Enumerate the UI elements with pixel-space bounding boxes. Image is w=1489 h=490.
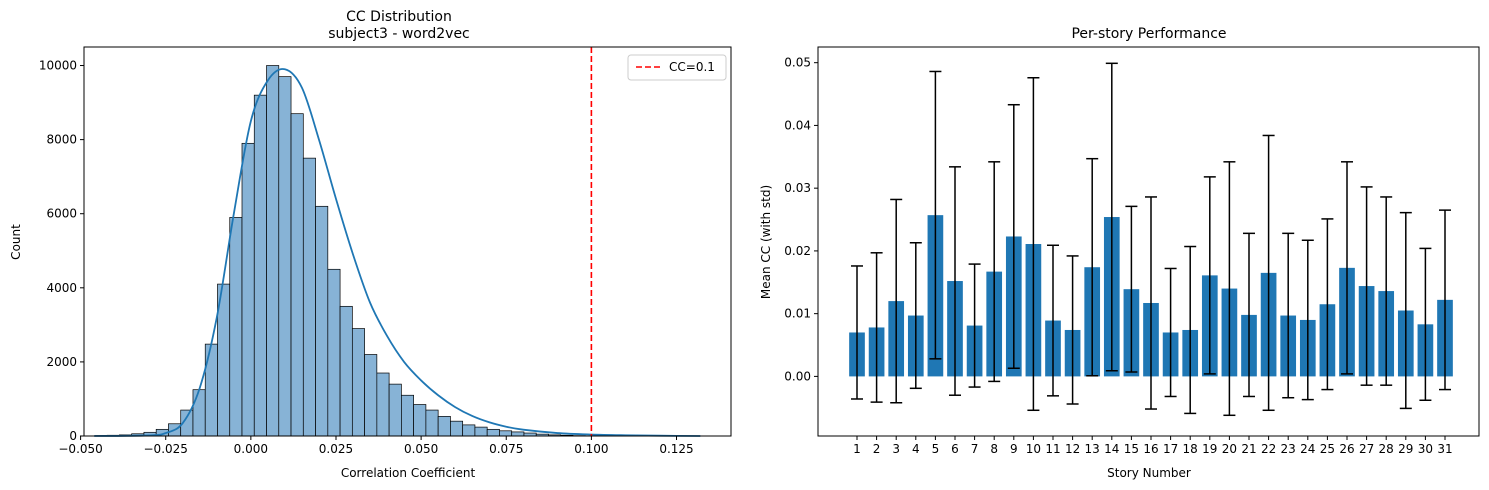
y-tick-label: 6000 xyxy=(46,207,77,221)
x-tick-label: 17 xyxy=(1163,442,1178,456)
histogram-bin xyxy=(302,157,316,437)
histogram-bin xyxy=(327,268,341,437)
y-tick-label: 0.01 xyxy=(784,307,811,321)
histogram-bin xyxy=(474,426,488,437)
x-tick-label: 5 xyxy=(932,442,940,456)
x-tick-label: 31 xyxy=(1437,442,1452,456)
histogram-bin xyxy=(511,431,525,437)
histogram-bin xyxy=(413,404,427,437)
x-tick-label: 11 xyxy=(1045,442,1060,456)
x-tick-label: 24 xyxy=(1300,442,1315,456)
bar-chart-x-label: Story Number xyxy=(1107,466,1191,480)
histogram-bin xyxy=(425,409,439,437)
x-tick-label: 21 xyxy=(1241,442,1256,456)
histogram-bin xyxy=(229,217,243,437)
per-story-panel: Per-story Performance 1 2 3 4 5 6 7 8 9 10 11 12 13 1… xyxy=(759,26,1480,480)
histogram-subtitle: subject3 - word2vec xyxy=(328,26,470,42)
histogram-bars xyxy=(94,65,696,437)
histogram-bin xyxy=(351,328,365,437)
y-tick-label: 0.05 xyxy=(784,56,811,70)
histogram-bin xyxy=(278,76,292,437)
bar-chart-axes-frame xyxy=(817,46,1480,437)
x-tick-label: 25 xyxy=(1320,442,1335,456)
bar-chart-x-ticks: 1 2 3 4 5 6 7 8 9 10 11 12 13 14 15 16 17 18 19 20 21 22 23 24 2… xyxy=(853,436,1453,456)
x-tick-label: 0.050 xyxy=(404,442,438,456)
histogram-bin xyxy=(499,430,513,437)
bar-chart-title: Per-story Performance xyxy=(1071,26,1226,42)
x-tick-label: 20 xyxy=(1222,442,1237,456)
bar-chart-y-label: Mean CC (with std) xyxy=(759,185,773,299)
histogram-bin xyxy=(364,354,378,437)
histogram-x-label: Correlation Coefficient xyxy=(341,466,476,480)
x-tick-label: 19 xyxy=(1202,442,1217,456)
x-tick-label: 22 xyxy=(1261,442,1276,456)
x-tick-label: 28 xyxy=(1379,442,1394,456)
y-tick-label: 0 xyxy=(69,429,77,443)
x-tick-label: 30 xyxy=(1418,442,1433,456)
histogram-bin xyxy=(204,343,218,437)
histogram-bin xyxy=(486,428,500,437)
histogram-title: CC Distribution xyxy=(346,9,452,25)
histogram-bin xyxy=(401,394,414,437)
x-tick-label: 15 xyxy=(1124,442,1139,456)
histogram-bin xyxy=(376,372,390,437)
x-tick-label: 0.025 xyxy=(319,442,353,456)
x-tick-label: 7 xyxy=(971,442,979,456)
histogram-bin xyxy=(290,113,304,437)
story-error-bars xyxy=(851,62,1451,417)
x-tick-label: 18 xyxy=(1183,442,1198,456)
histogram-bin xyxy=(462,424,476,437)
x-tick-label: −0.025 xyxy=(144,442,188,456)
y-tick-label: 2000 xyxy=(46,355,77,369)
y-tick-label: 10000 xyxy=(39,59,77,73)
histogram-x-ticks: −0.050 −0.025 0.000 0.025 0.050 0.075 0.100 0.1… xyxy=(58,436,694,456)
x-tick-label: 13 xyxy=(1085,442,1100,456)
x-tick-label: 2 xyxy=(873,442,881,456)
histogram-bin xyxy=(266,65,280,437)
histogram-bin xyxy=(437,416,451,437)
histogram-bin xyxy=(192,389,206,437)
x-tick-label: 0.100 xyxy=(574,442,608,456)
y-tick-label: 4000 xyxy=(46,281,77,295)
histogram-bin xyxy=(241,142,255,437)
x-tick-label: 0.075 xyxy=(489,442,523,456)
y-tick-label: 0.04 xyxy=(784,118,811,132)
x-tick-label: 6 xyxy=(951,442,959,456)
histogram-bin xyxy=(388,383,402,437)
x-tick-label: −0.050 xyxy=(58,442,102,456)
histogram-y-label: Count xyxy=(9,224,23,260)
histogram-axes-frame xyxy=(83,46,732,437)
x-tick-label: 9 xyxy=(1010,442,1018,456)
histogram-bin xyxy=(315,205,329,437)
x-tick-label: 14 xyxy=(1104,442,1119,456)
x-tick-label: 27 xyxy=(1359,442,1374,456)
histogram-y-ticks: 0 2000 4000 6000 8000 10000 xyxy=(39,59,84,443)
x-tick-label: 0.000 xyxy=(234,442,268,456)
x-tick-label: 23 xyxy=(1281,442,1296,456)
histogram-bin xyxy=(339,305,353,437)
x-tick-label: 16 xyxy=(1143,442,1158,456)
y-tick-label: 0.00 xyxy=(784,369,811,383)
y-tick-label: 8000 xyxy=(46,133,77,147)
kde-curve xyxy=(94,68,701,437)
x-tick-label: 1 xyxy=(853,442,861,456)
x-tick-label: 3 xyxy=(892,442,900,456)
histogram-legend: CC=0.1 xyxy=(627,54,727,81)
x-tick-label: 26 xyxy=(1339,442,1354,456)
y-tick-label: 0.03 xyxy=(784,181,811,195)
legend-label: CC=0.1 xyxy=(669,60,715,74)
histogram-bin xyxy=(450,420,464,437)
y-tick-label: 0.02 xyxy=(784,244,811,258)
x-tick-label: 10 xyxy=(1026,442,1041,456)
x-tick-label: 4 xyxy=(912,442,920,456)
x-tick-label: 12 xyxy=(1065,442,1080,456)
histogram-panel: CC Distribution subject3 - word2vec −0.0… xyxy=(9,9,732,480)
x-tick-label: 8 xyxy=(990,442,998,456)
histogram-bin xyxy=(253,94,267,437)
x-tick-label: 0.125 xyxy=(659,442,693,456)
x-tick-label: 29 xyxy=(1398,442,1413,456)
legend-box xyxy=(627,54,727,81)
bar-chart-y-ticks: 0.00 0.01 0.02 0.03 0.04 0.05 xyxy=(784,56,818,383)
